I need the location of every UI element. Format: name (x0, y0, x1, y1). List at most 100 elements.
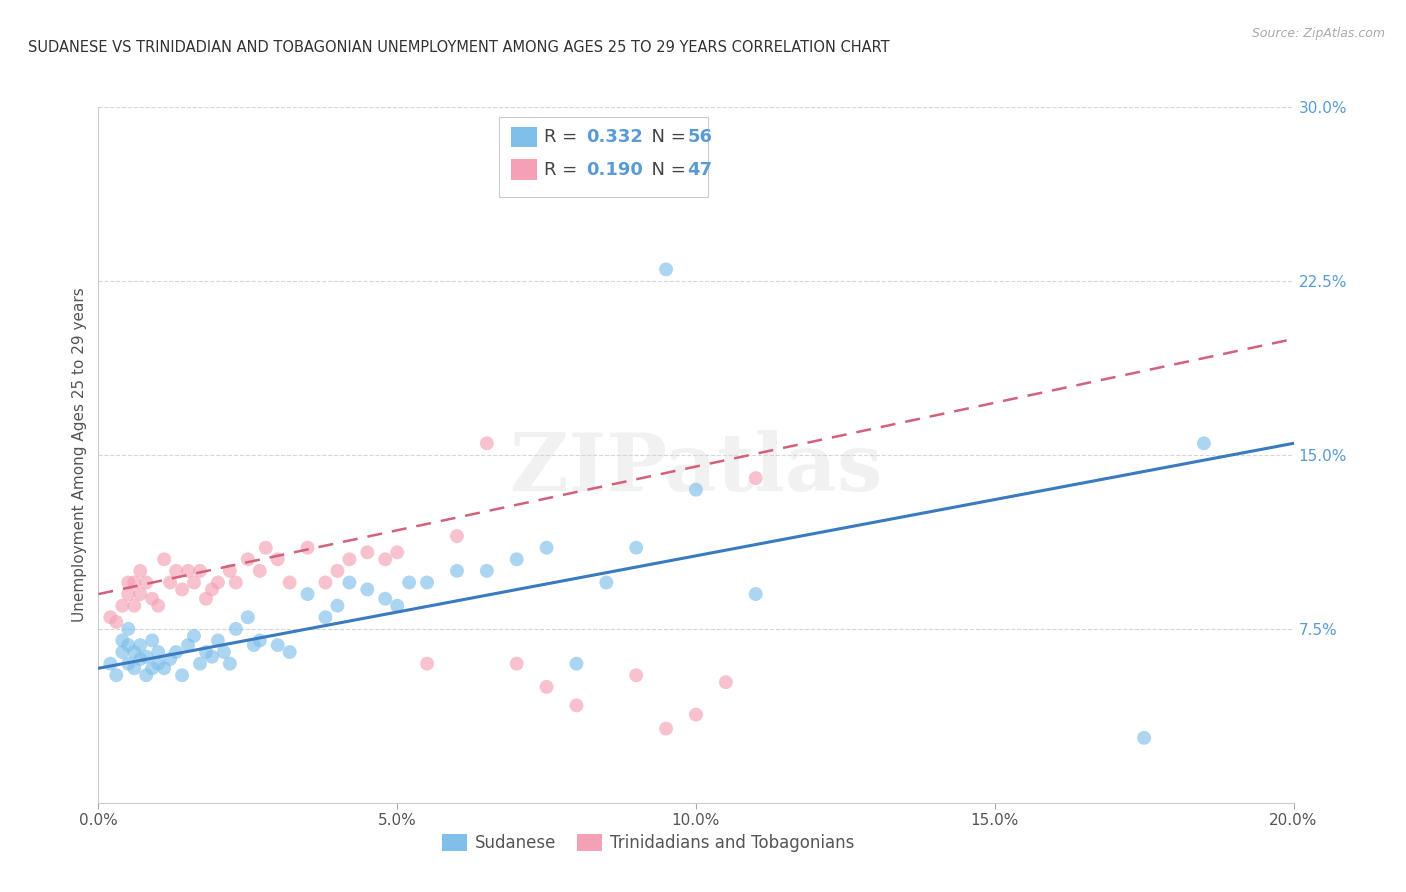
Point (326, 599, 349, 613)
Point (626, 541, 648, 555)
Point (201, 649, 224, 664)
Point (236, 610, 259, 624)
Point (207, 633, 229, 648)
Point (153, 661, 176, 675)
Point (195, 645, 218, 659)
Point (249, 633, 271, 648)
Point (148, 599, 170, 613)
Point (385, 545, 409, 559)
Point (117, 575, 139, 590)
Legend: Sudanese, Trinidadians and Tobagonians: Sudanese, Trinidadians and Tobagonians (433, 826, 863, 861)
Point (374, 591, 396, 606)
Point (141, 633, 163, 648)
Text: R =: R = (544, 161, 583, 178)
Point (111, 633, 134, 648)
Point (243, 638, 266, 652)
Point (124, 661, 146, 675)
Point (177, 564, 200, 578)
Point (183, 629, 205, 643)
Point (506, 552, 529, 566)
Point (141, 591, 163, 606)
Point (536, 541, 558, 555)
Point (398, 575, 420, 590)
Point (129, 652, 152, 666)
Point (475, 564, 498, 578)
FancyBboxPatch shape (510, 159, 537, 180)
Point (105, 668, 128, 682)
Point (159, 652, 181, 666)
Point (141, 661, 163, 675)
Point (1192, 436, 1215, 450)
Point (416, 575, 439, 590)
Point (356, 545, 378, 559)
Point (212, 645, 235, 659)
Y-axis label: Unemployment Among Ages 25 to 29 years: Unemployment Among Ages 25 to 29 years (72, 287, 87, 623)
Point (124, 575, 146, 590)
Point (339, 575, 361, 590)
Point (219, 564, 242, 578)
Point (626, 668, 648, 682)
Point (745, 471, 768, 485)
Point (124, 599, 146, 613)
Point (416, 657, 439, 671)
Text: 0.190: 0.190 (586, 161, 643, 178)
Point (356, 582, 378, 597)
Point (117, 657, 139, 671)
Text: 0.332: 0.332 (586, 128, 643, 146)
Point (153, 552, 176, 566)
Point (98, 610, 122, 624)
Point (159, 575, 181, 590)
Point (254, 541, 277, 555)
Point (148, 657, 170, 671)
Point (135, 668, 157, 682)
Point (315, 610, 337, 624)
Point (117, 622, 139, 636)
Point (117, 638, 139, 652)
Point (595, 575, 617, 590)
Point (326, 564, 349, 578)
Point (536, 680, 558, 694)
Point (267, 552, 290, 566)
Point (446, 564, 468, 578)
Point (117, 587, 139, 601)
Point (188, 564, 211, 578)
Point (129, 638, 152, 652)
Point (207, 575, 229, 590)
Point (565, 698, 588, 713)
FancyBboxPatch shape (499, 118, 709, 197)
Point (129, 587, 152, 601)
Point (105, 615, 128, 629)
Point (297, 587, 319, 601)
Point (236, 552, 259, 566)
Point (745, 587, 768, 601)
Point (124, 645, 146, 659)
Point (315, 575, 337, 590)
Point (148, 645, 170, 659)
Point (225, 622, 247, 636)
Point (1133, 731, 1156, 745)
Point (374, 552, 396, 566)
Point (172, 582, 194, 597)
FancyBboxPatch shape (510, 127, 537, 147)
Point (225, 575, 247, 590)
Text: 47: 47 (688, 161, 713, 178)
Point (685, 707, 707, 722)
Point (129, 564, 152, 578)
Point (297, 541, 319, 555)
Point (165, 645, 187, 659)
Point (655, 262, 678, 277)
Point (339, 552, 361, 566)
Point (506, 657, 529, 671)
Point (172, 668, 194, 682)
Point (475, 436, 498, 450)
Point (135, 575, 157, 590)
Point (685, 483, 707, 497)
Point (267, 638, 290, 652)
Text: Source: ZipAtlas.com: Source: ZipAtlas.com (1251, 27, 1385, 40)
Point (219, 657, 242, 671)
Point (446, 529, 468, 543)
Point (565, 657, 588, 671)
Point (385, 599, 409, 613)
Text: 56: 56 (688, 128, 713, 146)
Point (98, 657, 122, 671)
